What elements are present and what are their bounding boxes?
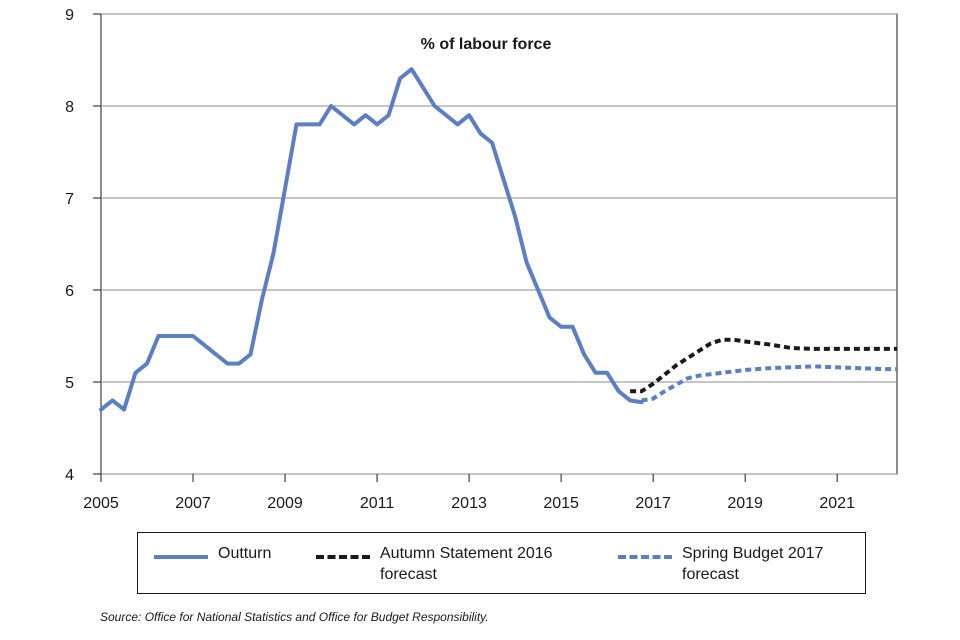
legend-item-outturn: Outturn [154, 543, 328, 564]
x-tick-label: 2009 [267, 495, 303, 512]
source-note: Source: Office for National Statistics a… [100, 610, 489, 624]
x-tick-label: 2017 [635, 495, 671, 512]
x-tick-label: 2021 [819, 495, 855, 512]
plot-frame [101, 14, 897, 474]
series-line-outturn [101, 69, 642, 409]
legend-label-autumn-statement: Autumn Statement 2016 forecast [380, 543, 595, 585]
x-tick-label: 2015 [543, 495, 579, 512]
legend-label-spring-budget: Spring Budget 2017 forecast [682, 543, 867, 585]
legend-swatch-autumn-statement [316, 555, 370, 559]
legend: Outturn Autumn Statement 2016 forecast S… [137, 532, 866, 594]
y-tick-label: 8 [65, 99, 74, 116]
legend-swatch-outturn [154, 555, 208, 559]
x-tick-label: 2011 [360, 495, 395, 512]
x-tick-label: 2019 [727, 495, 763, 512]
legend-swatch-spring-budget [618, 555, 672, 559]
y-tick-label: 9 [65, 7, 74, 24]
x-tick-label: 2007 [175, 495, 211, 512]
y-tick-label: 4 [65, 467, 74, 484]
chart-title: % of labour force [421, 36, 552, 53]
y-tick-label: 7 [65, 191, 74, 208]
series-line-spring-budget-2017 [642, 366, 897, 400]
series-line-autumn-statement-2016 [630, 340, 897, 392]
legend-label-outturn: Outturn [218, 543, 328, 564]
x-tick-label: 2013 [451, 495, 487, 512]
x-tick-label: 2005 [83, 495, 119, 512]
legend-item-autumn-statement: Autumn Statement 2016 forecast [316, 543, 595, 585]
y-tick-label: 6 [65, 283, 74, 300]
y-tick-label: 5 [65, 375, 74, 392]
legend-item-spring-budget: Spring Budget 2017 forecast [618, 543, 867, 585]
